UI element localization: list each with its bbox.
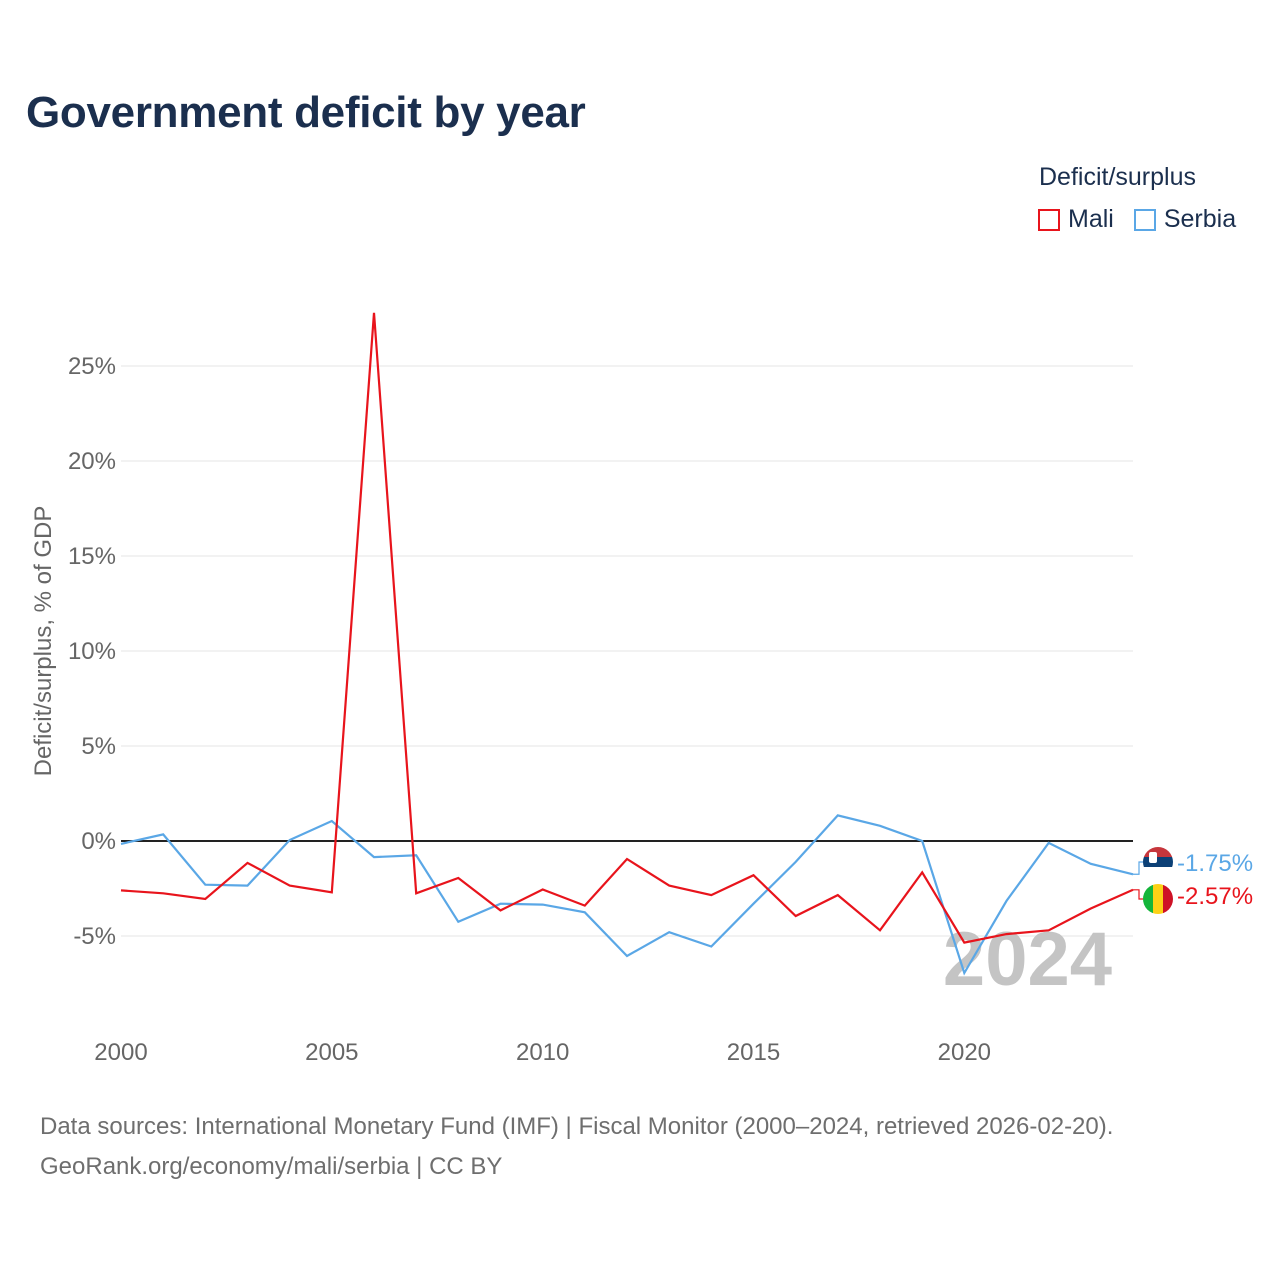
series-line-mali xyxy=(120,312,1134,944)
end-label-connector-mali xyxy=(1133,889,1143,900)
y-tick-label: 20% xyxy=(68,448,116,475)
x-tick-label: 2010 xyxy=(516,1039,569,1066)
legend: Mali Serbia xyxy=(1038,205,1256,234)
y-tick-label: -5% xyxy=(73,923,116,950)
chart-title: Government deficit by year xyxy=(26,88,586,137)
series xyxy=(120,312,1143,976)
y-tick-label: 10% xyxy=(68,638,116,665)
legend-swatch-serbia xyxy=(1133,208,1156,231)
source-note: Data sources: International Monetary Fun… xyxy=(40,1113,1114,1140)
legend-title: Deficit/surplus xyxy=(1039,163,1196,191)
axes: -5% 0% 5% 10% 15% 20% 25% 2000 2005 2010 2015 2020 xyxy=(68,353,1133,1066)
x-tick-label: 2015 xyxy=(727,1039,780,1066)
credit-link[interactable]: GeoRank.org/economy/mali/serbia | CC BY xyxy=(40,1153,503,1180)
end-label-connector-serbia xyxy=(1133,861,1143,875)
grid xyxy=(121,365,1133,937)
year-watermark: 2024 xyxy=(943,917,1112,1002)
x-tick-label: 2020 xyxy=(938,1039,991,1066)
line-chart: -5%0%5%10%15%20%25%2000 2005 2010 2015 2020 … xyxy=(30,312,1253,1066)
legend-label-mali: Mali xyxy=(1068,205,1114,233)
y-tick-label: 15% xyxy=(68,543,116,570)
y-tick-label: 25% xyxy=(68,353,116,380)
y-axis-title: Deficit/surplus, % of GDP xyxy=(30,506,57,777)
footer: Data sources: International Monetary Fun… xyxy=(40,1107,1113,1187)
mali-end-value: -2.57% xyxy=(1177,883,1253,910)
mali-flag-icon xyxy=(1143,884,1173,914)
serbia-flag-icon xyxy=(1143,847,1173,877)
y-tick-label: 0% xyxy=(81,828,116,855)
x-tick-label: 2005 xyxy=(305,1039,358,1066)
legend-swatch-mali xyxy=(1038,208,1060,231)
series-line-serbia xyxy=(120,814,1134,976)
y-tick-label: 5% xyxy=(81,733,116,760)
x-tick-label: 2000 xyxy=(94,1039,147,1066)
serbia-end-value: -1.75% xyxy=(1177,850,1253,877)
legend-item-mali[interactable]: Mali xyxy=(1038,205,1114,234)
legend-label-serbia: Serbia xyxy=(1163,205,1237,233)
legend-item-serbia[interactable]: Serbia xyxy=(1133,205,1237,234)
